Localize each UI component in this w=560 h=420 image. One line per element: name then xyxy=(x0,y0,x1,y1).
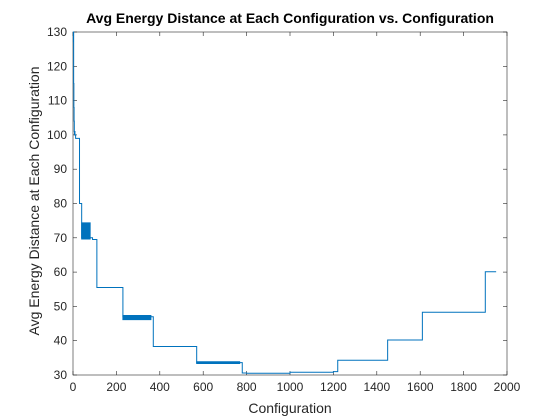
x-tick-label: 1200 xyxy=(320,380,347,394)
x-tick-label: 2000 xyxy=(494,380,521,394)
y-tick-label: 30 xyxy=(54,368,68,382)
x-tick-label: 400 xyxy=(150,380,170,394)
y-tick-label: 70 xyxy=(54,231,68,245)
plot-area: 0 200 400 600 800 1000 1200 1400 1600 1800 2000 30 4… xyxy=(47,25,521,394)
y-tick-label: 100 xyxy=(47,128,67,142)
y-tick-label: 130 xyxy=(47,25,67,39)
series-line xyxy=(72,31,497,374)
x-tick-label: 1600 xyxy=(407,380,434,394)
y-tick-label: 110 xyxy=(48,94,67,108)
x-tick-label: 200 xyxy=(106,380,126,394)
x-tick-label: 600 xyxy=(193,380,213,394)
x-tick-label: 1000 xyxy=(277,380,304,394)
y-tick-label: 50 xyxy=(54,299,68,313)
x-tick-label: 800 xyxy=(237,380,257,394)
series-oscillation xyxy=(196,361,241,365)
x-tick-label: 1400 xyxy=(363,380,390,394)
x-tick-label: 1800 xyxy=(450,380,477,394)
x-tick-label: 0 xyxy=(70,380,77,394)
chart-title: Avg Energy Distance at Each Configuratio… xyxy=(86,10,494,26)
y-tick-label: 40 xyxy=(54,334,68,348)
series-oscillation xyxy=(81,222,91,240)
y-axis-label: Avg Energy Distance at Each Configuratio… xyxy=(26,66,42,335)
series-oscillation xyxy=(122,314,152,321)
y-tick-label: 120 xyxy=(47,59,67,73)
x-axis-label: Configuration xyxy=(248,400,331,416)
y-tick-label: 60 xyxy=(54,265,68,279)
y-tick-label: 90 xyxy=(54,162,68,176)
y-tick-label: 80 xyxy=(54,197,68,211)
